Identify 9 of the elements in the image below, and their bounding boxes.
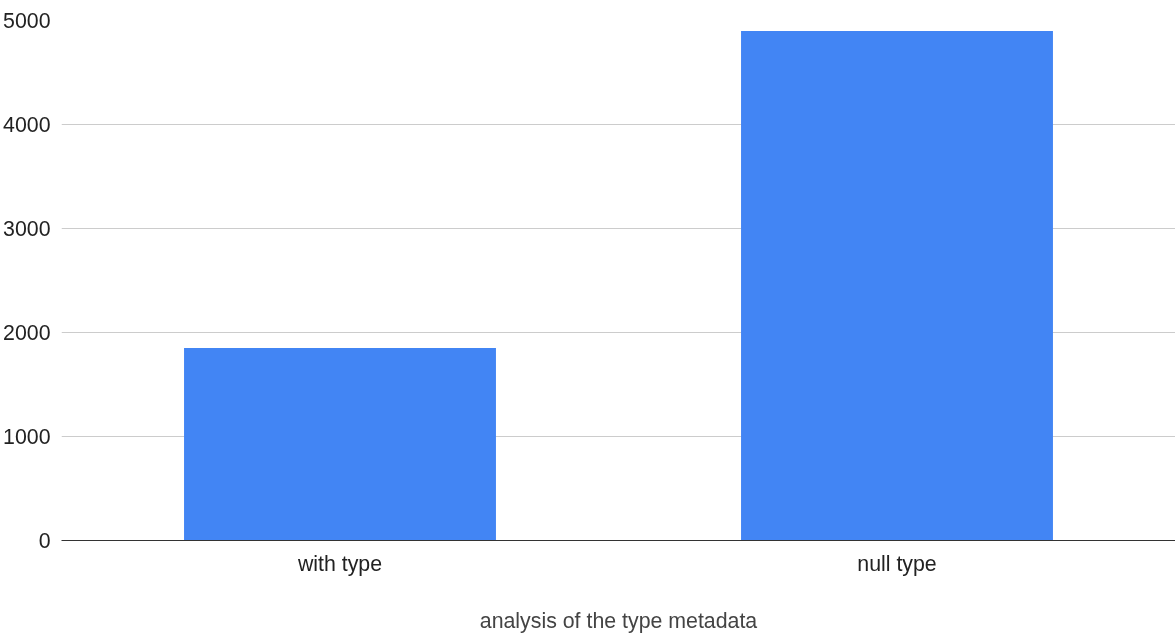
x-tick-label: with type <box>296 551 383 576</box>
y-tick-label: 3000 <box>3 217 51 241</box>
y-tick-label: 2000 <box>3 321 51 345</box>
x-tick-label: null type <box>857 551 937 576</box>
y-tick-label: 5000 <box>3 9 51 33</box>
y-tick-label: 4000 <box>3 113 51 137</box>
x-axis-title: analysis of the type metadata <box>479 608 758 633</box>
y-tick-label: 1000 <box>3 425 51 449</box>
y-tick-label: 0 <box>38 529 51 553</box>
